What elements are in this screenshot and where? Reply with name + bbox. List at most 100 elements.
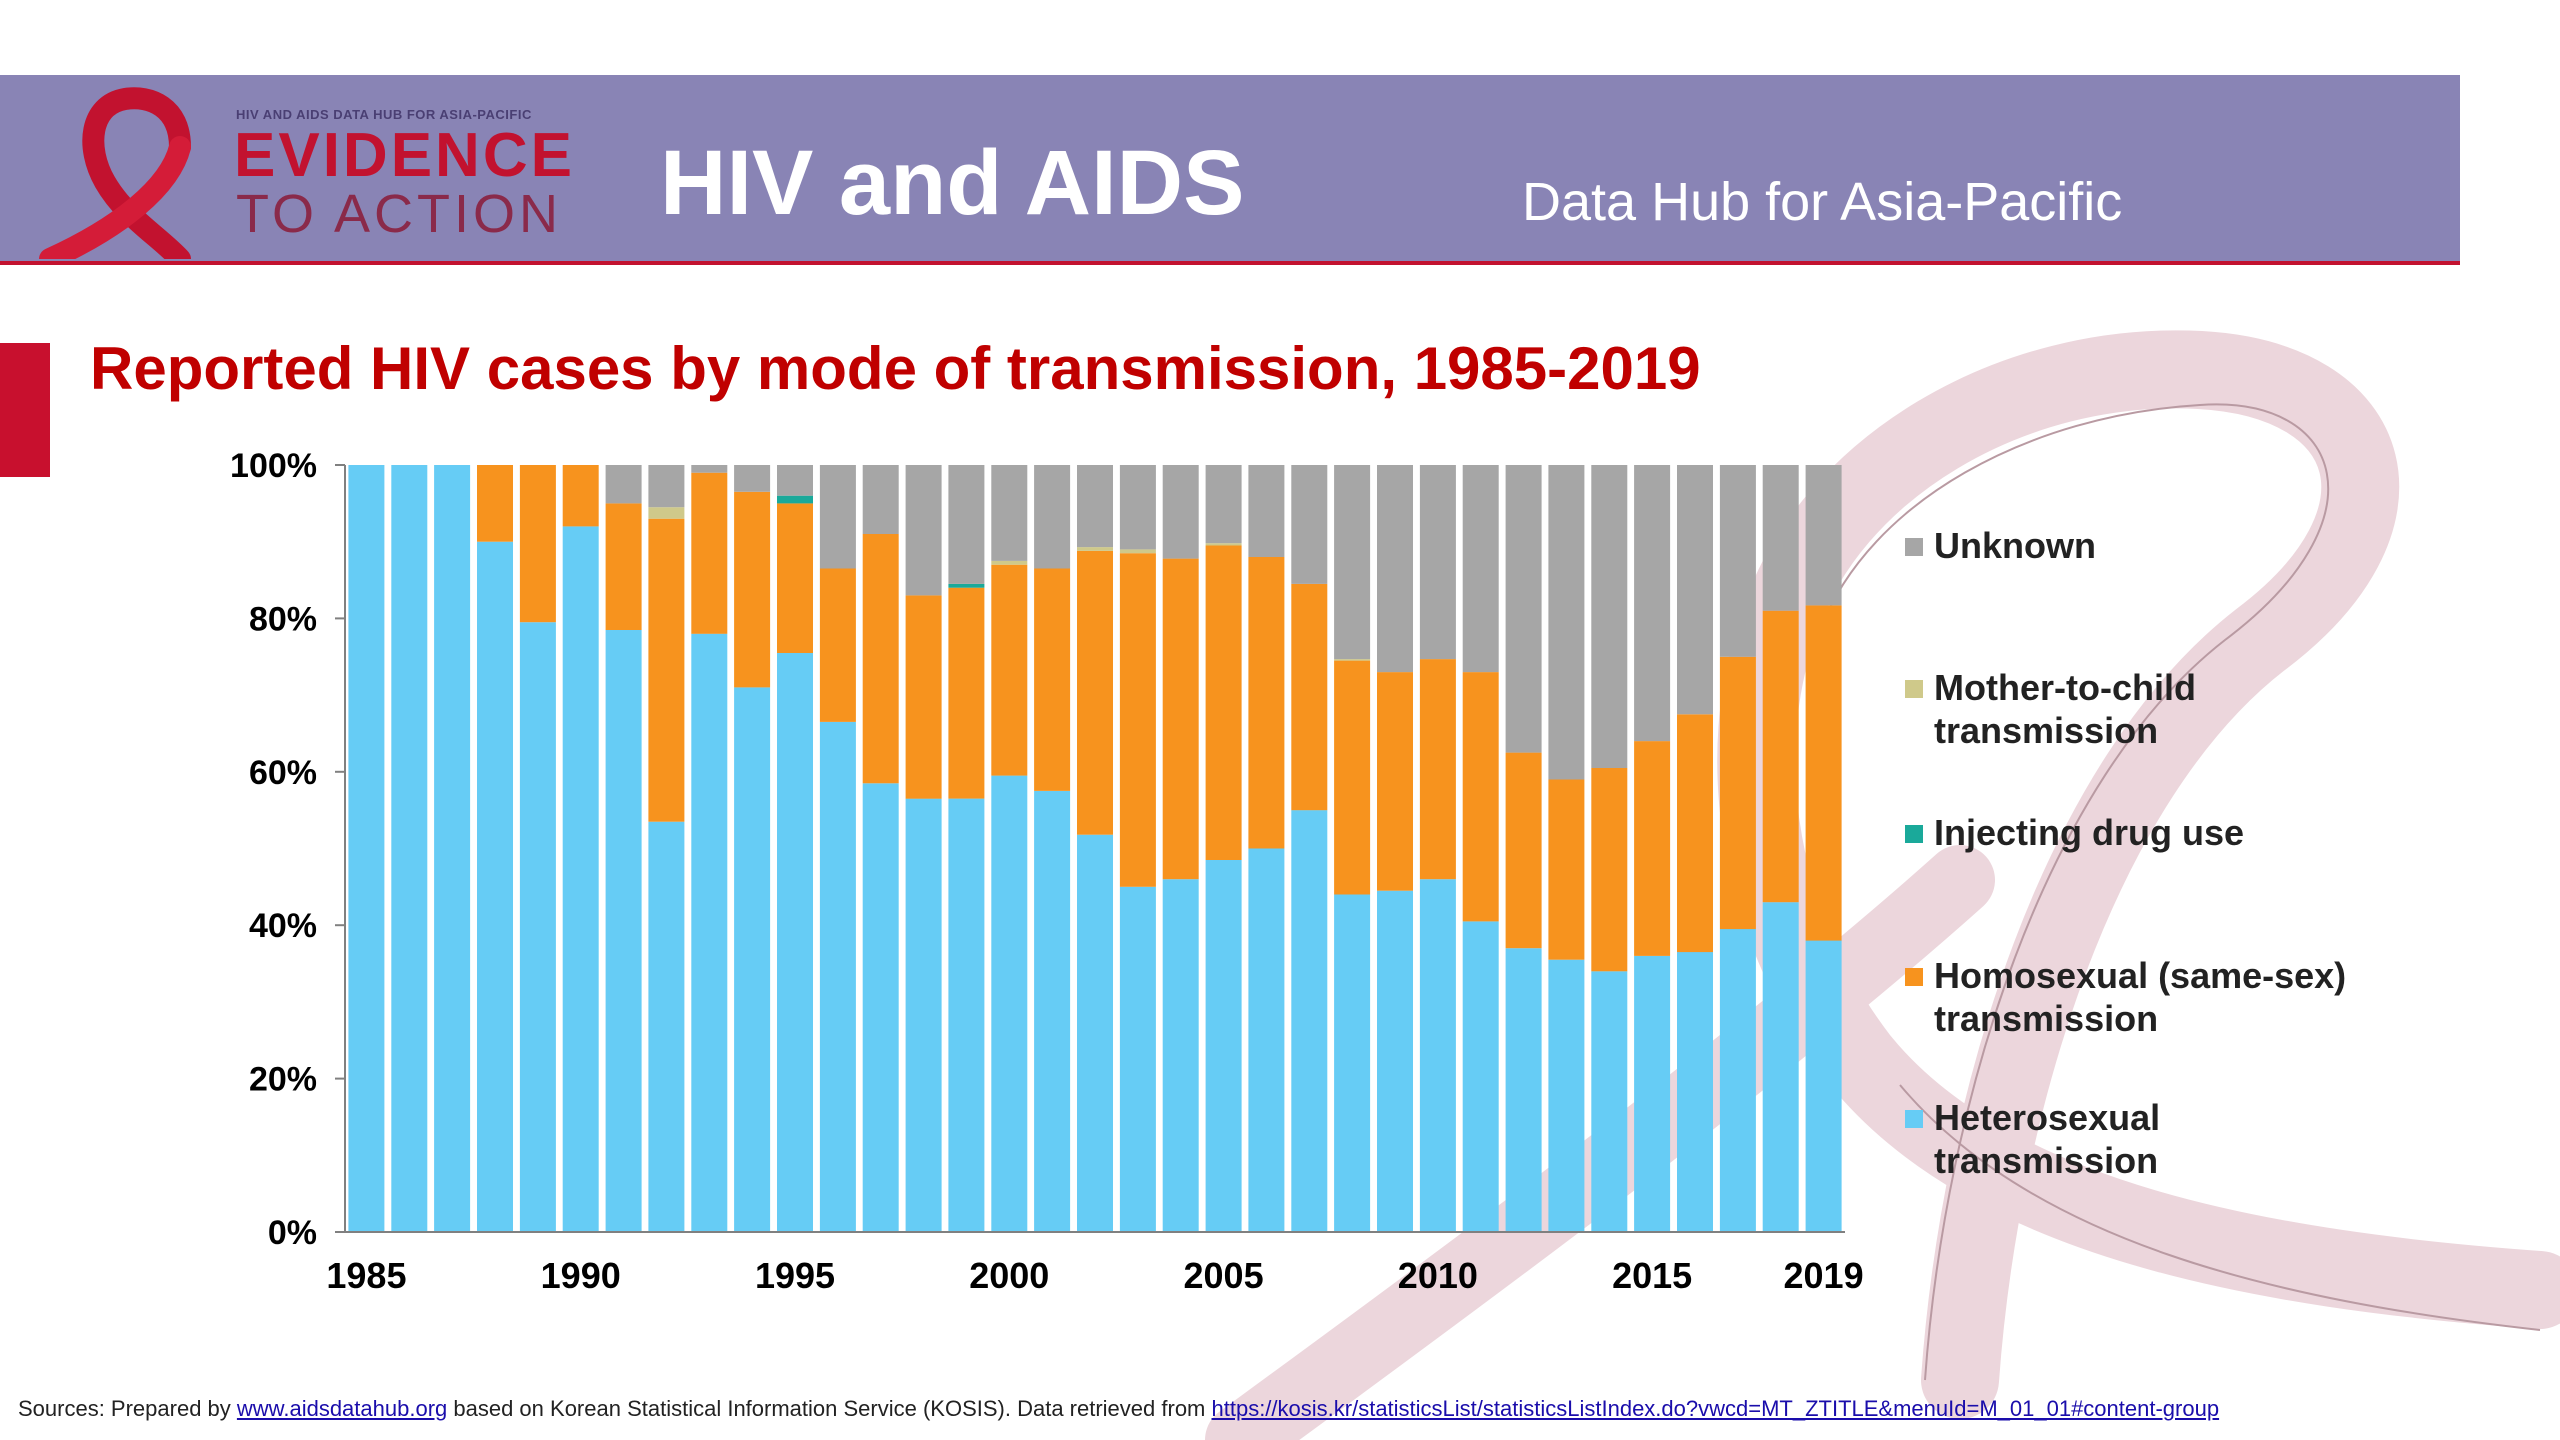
bar-2000-series-4 [991,465,1028,561]
x-tick-label: 2019 [1784,1255,1864,1296]
bar-1999-series-4 [948,465,985,584]
bar-1994-series-0 [734,687,771,1232]
bar-2015-series-1 [1634,741,1671,956]
bar-2004-series-0 [1162,879,1199,1232]
bar-2011-series-4 [1462,465,1499,673]
bar-2019-series-0 [1805,940,1842,1232]
bar-1991-series-0 [605,629,642,1232]
logo-evidence-text: EVIDENCE [234,121,575,190]
bar-2010-series-4 [1419,465,1456,660]
bar-1998-series-1 [905,595,942,799]
legend-swatch [1905,1110,1923,1128]
bar-2009-series-4 [1377,465,1413,673]
bar-2018-series-0 [1762,902,1799,1232]
y-tick-label: 20% [249,1061,317,1099]
bar-2008-series-4 [1334,465,1371,660]
legend-swatch [1905,968,1923,986]
bar-2011-series-0 [1462,921,1499,1232]
bar-1994-series-4 [734,465,771,492]
bar-2009-series-1 [1377,672,1413,891]
bar-1992-series-4 [648,465,685,508]
bar-1996-series-1 [819,568,856,722]
legend-label: transmission [1934,1140,2158,1181]
bar-1999-series-0 [948,798,985,1232]
bar-2005-series-0 [1205,860,1242,1232]
bar-1995-series-2 [777,495,813,504]
bar-1989-series-1 [519,465,556,623]
bar-2015-series-4 [1634,465,1671,742]
bar-1999-series-2 [948,583,985,588]
bar-2012-series-0 [1505,948,1542,1232]
bar-2002-series-1 [1077,550,1113,835]
y-tick-label: 0% [268,1214,317,1252]
legend-label: Homosexual (same-sex) [1934,955,2346,996]
bar-2005-series-1 [1205,545,1242,860]
bar-2001-series-1 [1034,568,1071,791]
logo-to-action-text: TO ACTION [236,184,563,244]
bar-2008-series-3 [1334,659,1371,661]
bar-2016-series-0 [1677,952,1713,1232]
bar-2005-series-3 [1205,543,1242,546]
bar-1988-series-1 [477,465,513,542]
bar-1985-series-0 [348,465,385,1232]
bar-2006-series-4 [1248,465,1285,557]
bar-2005-series-4 [1205,465,1242,544]
bar-2008-series-1 [1334,660,1371,895]
x-tick-label: 2005 [1184,1255,1264,1296]
bar-2000-series-1 [991,564,1028,776]
bar-2007-series-1 [1291,583,1328,811]
aidsdatahub-link[interactable]: www.aidsdatahub.org [236,1396,448,1421]
bar-2008-series-0 [1334,894,1371,1232]
bar-2012-series-1 [1505,752,1542,949]
bar-2000-series-0 [991,775,1028,1232]
header-banner: HIV AND AIDS DATA HUB FOR ASIA-PACIFIC E… [0,75,2460,265]
x-tick-label: 1995 [755,1255,835,1296]
bar-2003-series-3 [1119,549,1156,554]
bar-1993-series-0 [691,633,728,1232]
bar-2014-series-4 [1591,465,1628,768]
bar-1989-series-0 [519,622,556,1232]
evidence-to-action-logo[interactable]: HIV AND AIDS DATA HUB FOR ASIA-PACIFIC E… [30,87,610,259]
y-tick-label: 40% [249,907,317,945]
bar-1995-series-0 [777,652,813,1232]
bar-1990-series-0 [562,526,599,1232]
bar-2009-series-0 [1377,890,1413,1232]
bar-1997-series-0 [862,783,899,1232]
bar-2015-series-0 [1634,955,1671,1232]
bar-1992-series-1 [648,518,685,822]
kosis-link[interactable]: https://kosis.kr/statisticsList/statisti… [1211,1396,2220,1421]
bar-1995-series-4 [777,465,813,496]
bar-1998-series-4 [905,465,942,596]
bar-1996-series-0 [819,721,856,1232]
bar-2003-series-0 [1119,886,1156,1232]
bar-2016-series-1 [1677,714,1713,953]
bar-2000-series-3 [991,560,1028,565]
legend-label: transmission [1934,998,2158,1039]
legend-label: Injecting drug use [1934,812,2244,853]
bar-2019-series-1 [1805,605,1842,941]
red-ribbon-icon [39,87,191,259]
bar-2013-series-4 [1548,465,1585,780]
legend-swatch [1905,680,1923,698]
bar-1991-series-4 [605,465,642,504]
sources-footer: Sources: Prepared by www.aidsdatahub.org… [18,1396,2219,1422]
bar-2004-series-1 [1162,558,1199,880]
bar-2018-series-4 [1762,465,1799,611]
y-tick-label: 100% [230,447,317,485]
x-tick-label: 2015 [1612,1255,1692,1296]
legend-label: Unknown [1934,525,2096,566]
bar-1991-series-1 [605,503,642,630]
bar-1997-series-4 [862,465,899,534]
bar-1986-series-0 [391,465,428,1232]
bar-2014-series-0 [1591,971,1628,1232]
bar-2002-series-4 [1077,465,1113,548]
legend-label: transmission [1934,710,2158,751]
bar-2003-series-1 [1119,553,1156,887]
bar-2017-series-1 [1719,656,1756,930]
bar-2013-series-1 [1548,779,1585,960]
bar-1990-series-1 [562,465,599,527]
header-subtitle: Data Hub for Asia-Pacific [1522,172,2123,232]
bar-2019-series-4 [1805,465,1842,606]
x-tick-label: 1985 [326,1255,406,1296]
